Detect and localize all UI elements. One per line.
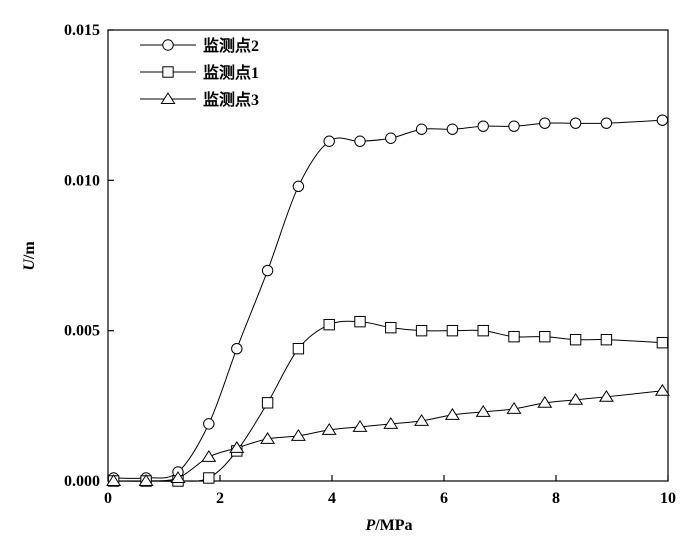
data-point [539,117,551,129]
data-point [321,422,337,435]
data-point [231,343,243,355]
data-point [600,117,613,129]
data-point [444,407,460,420]
data-point [261,264,274,277]
plot-frame [107,29,669,482]
y-axis-variable: U [21,258,38,271]
y-tick-label: 0.010 [64,172,100,189]
plot-area: 0 2 4 6 8 10 0.000 0.005 0.010 0.015 监测点2 监测点1 监测点3 [64,22,676,507]
data-point [569,117,582,129]
x-axis-variable: P [364,517,375,534]
legend-label: 监测点1 [203,63,259,82]
data-point [292,343,305,355]
y-axis-label: U/m [21,241,38,271]
data-point [385,132,397,144]
y-tick-label: 0.000 [64,473,100,490]
x-tick-label: 8 [552,490,560,507]
data-point [598,389,614,402]
legend-label: 监测点3 [203,90,259,109]
legend-marker [160,92,176,104]
data-point [323,318,335,331]
data-point [106,474,122,486]
x-tick-label: 2 [216,490,224,507]
legend: 监测点2 监测点1 监测点3 [140,36,259,109]
legend-item: 监测点3 [140,90,259,109]
data-point [354,315,366,328]
data-point [260,431,276,444]
data-point [477,120,489,132]
legend-item: 监测点2 [140,36,259,55]
data-point [261,397,274,409]
x-tick-label: 6 [440,490,448,507]
data-point [229,441,245,453]
data-point [539,330,551,343]
data-point [537,395,553,408]
y-axis-unit: /m [21,241,38,260]
data-point [414,413,430,426]
data-point [656,114,669,126]
data-point [415,324,428,337]
x-tick-label: 0 [104,490,112,507]
data-point [170,471,186,483]
data-point [354,135,366,147]
data-point [203,418,215,430]
legend-label: 监测点2 [203,36,259,55]
data-point [323,135,335,147]
data-point [385,321,397,334]
data-point [203,472,215,484]
legend-marker [162,39,174,51]
data-point [352,419,368,432]
data-point [475,404,491,417]
data-point [446,324,459,337]
y-tick-label: 0.005 [64,323,100,340]
y-tick-label: 0.015 [64,22,100,39]
data-point [415,123,428,135]
data-point [569,333,582,346]
legend-marker [162,66,174,78]
data-point [383,416,399,429]
data-point [477,324,489,337]
x-axis-unit: /MPa [374,517,412,534]
x-tick-label: 4 [328,490,336,507]
data-point [600,333,613,346]
data-point [446,123,459,135]
data-point [292,180,305,193]
data-point [290,428,306,441]
legend-item: 监测点1 [140,63,259,82]
data-point [506,401,522,414]
x-tick-label: 10 [660,490,676,507]
data-point [138,474,154,486]
data-point [568,392,584,405]
data-point [201,450,217,462]
x-axis-label: P/MPa [364,517,412,534]
data-point [508,330,520,343]
data-point [656,336,669,349]
data-point [508,120,520,132]
data-point [654,383,670,396]
